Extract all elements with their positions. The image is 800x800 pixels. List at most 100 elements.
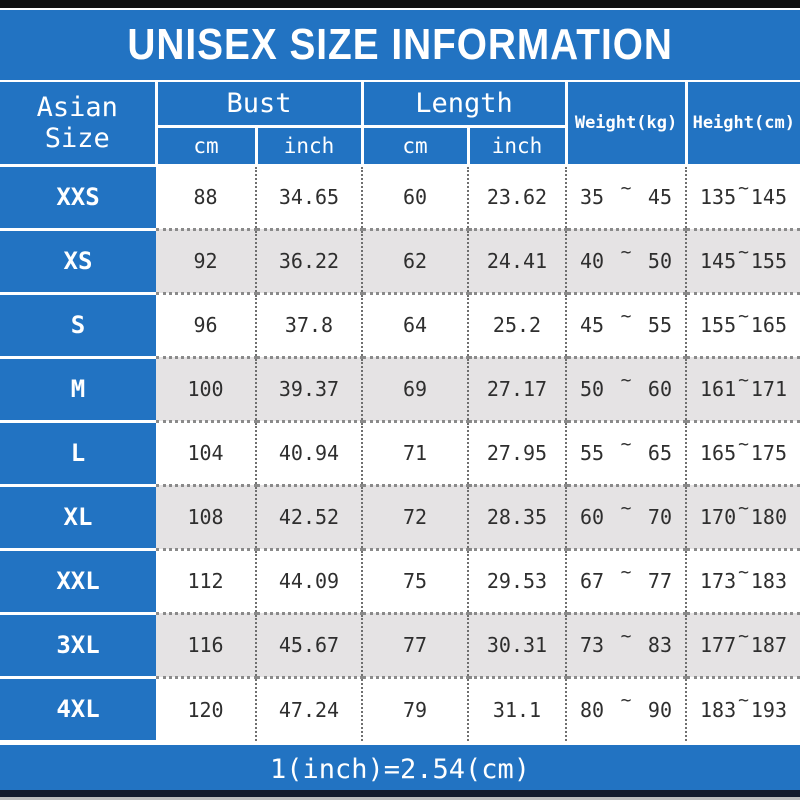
bust-inch-cell: 37.8 [256,293,363,359]
tilde-symbol: ~ [738,369,749,391]
length-cm-cell: 62 [362,229,469,295]
size-cell: XXL [0,549,156,615]
bust-inch-cell: 36.22 [256,229,363,295]
col-subheader-bust-cm: cm [154,125,258,167]
height-max: 187 [750,633,788,657]
height-min: 161 [700,377,737,401]
height-range-cell: 170 ~180 [686,485,800,551]
size-cell: XS [0,229,156,295]
table-row-4xl: 4XL 120 47.24 79 31.1 80 ~90 183 ~193 [0,677,800,743]
table-row-3xl: 3XL 116 45.67 77 30.31 73 ~83 177 ~187 [0,613,800,679]
height-max: 183 [750,569,788,593]
weight-max: 70 [647,505,673,529]
table-row-xxl: XXL 112 44.09 75 29.53 67 ~77 173 ~183 [0,549,800,615]
size-cell: 4XL [0,677,156,743]
bust-cm-cell: 104 [156,421,257,487]
height-min: 170 [700,505,737,529]
height-min: 135 [700,185,737,209]
length-cm-cell: 77 [362,613,469,679]
weight-max: 60 [647,377,673,401]
tilde-symbol: ~ [620,690,632,712]
bust-inch-cell: 39.37 [256,357,363,423]
bust-inch-cell: 42.52 [256,485,363,551]
size-cell: S [0,293,156,359]
height-range-cell: 177 ~187 [686,613,800,679]
header-group-row: Asian Size Bust Length Weight(kg) Height… [0,80,800,167]
weight-range-cell: 67 ~77 [566,549,688,615]
table-row-l: L 104 40.94 71 27.95 55 ~65 165 ~175 [0,421,800,487]
col-subheader-length-inch: inch [466,125,568,167]
tilde-symbol: ~ [620,241,632,263]
weight-max: 55 [647,313,673,337]
bottom-border-bar [0,790,800,797]
length-cm-cell: 75 [362,549,469,615]
tilde-symbol: ~ [620,433,632,455]
bust-inch-cell: 47.24 [256,677,363,741]
weight-range-cell: 73 ~83 [566,613,688,679]
bust-cm-cell: 112 [156,549,257,615]
weight-min: 73 [580,633,605,657]
col-header-asian-size: Asian Size [0,80,158,167]
length-inch-cell: 25.2 [468,293,568,359]
length-cm-cell: 72 [362,485,469,551]
tilde-symbol: ~ [620,177,632,199]
bust-cm-cell: 92 [156,229,257,295]
tilde-symbol: ~ [738,625,749,647]
size-cell: 3XL [0,613,156,679]
tilde-symbol: ~ [738,497,749,519]
length-inch-cell: 23.62 [468,165,568,231]
col-header-length: Length [360,80,568,128]
table-row-s: S 96 37.8 64 25.2 45 ~55 155 ~165 [0,293,800,359]
length-inch-cell: 24.41 [468,229,568,295]
length-inch-cell: 30.31 [468,613,568,679]
bust-cm-cell: 116 [156,613,257,679]
col-subheader-length-cm: cm [360,125,470,167]
length-cm-cell: 60 [362,165,469,231]
length-cm-cell: 69 [362,357,469,423]
tilde-symbol: ~ [738,305,749,327]
tilde-symbol: ~ [738,433,749,455]
length-cm-cell: 79 [362,677,469,741]
bust-inch-cell: 44.09 [256,549,363,615]
height-max: 193 [750,697,788,722]
weight-max: 50 [647,249,673,273]
height-range-cell: 165 ~175 [686,421,800,487]
weight-range-cell: 60 ~70 [566,485,688,551]
footer-banner: 1(inch)=2.54(cm) [0,742,800,795]
length-cm-cell: 71 [362,421,469,487]
height-range-cell: 173 ~183 [686,549,800,615]
bust-inch-cell: 45.67 [256,613,363,679]
bust-cm-cell: 88 [156,165,257,231]
conversion-note: 1(inch)=2.54(cm) [269,754,531,785]
weight-range-cell: 45 ~55 [566,293,688,359]
length-inch-cell: 27.95 [468,421,568,487]
size-cell: L [0,421,156,487]
weight-min: 50 [580,377,605,401]
height-range-cell: 161 ~171 [686,357,800,423]
col-header-height: Height(cm) [684,80,800,167]
tilde-symbol: ~ [620,625,632,647]
bust-cm-cell: 108 [156,485,257,551]
weight-max: 83 [647,633,673,657]
tilde-symbol: ~ [738,690,749,712]
height-range-cell: 155 ~165 [686,293,800,359]
weight-min: 45 [580,313,605,337]
weight-range-cell: 50 ~60 [566,357,688,423]
tilde-symbol: ~ [738,241,749,263]
size-table: Asian Size Bust Length Weight(kg) Height… [0,80,800,743]
table-row-xs: XS 92 36.22 62 24.41 40 ~50 145 ~155 [0,229,800,295]
weight-max: 65 [647,441,673,465]
height-range-cell: 183 ~193 [686,677,800,741]
tilde-symbol: ~ [620,369,632,391]
bust-cm-cell: 100 [156,357,257,423]
top-border-bar [0,0,800,10]
height-max: 171 [750,377,788,401]
tilde-symbol: ~ [738,561,749,583]
col-header-weight: Weight(kg) [564,80,688,167]
bottom-gray-strip [0,797,800,800]
header-sub-row: cm inch cm inch [0,125,800,167]
table-row-m: M 100 39.37 69 27.17 50 ~60 161 ~171 [0,357,800,423]
height-max: 180 [750,505,788,529]
tilde-symbol: ~ [620,305,632,327]
